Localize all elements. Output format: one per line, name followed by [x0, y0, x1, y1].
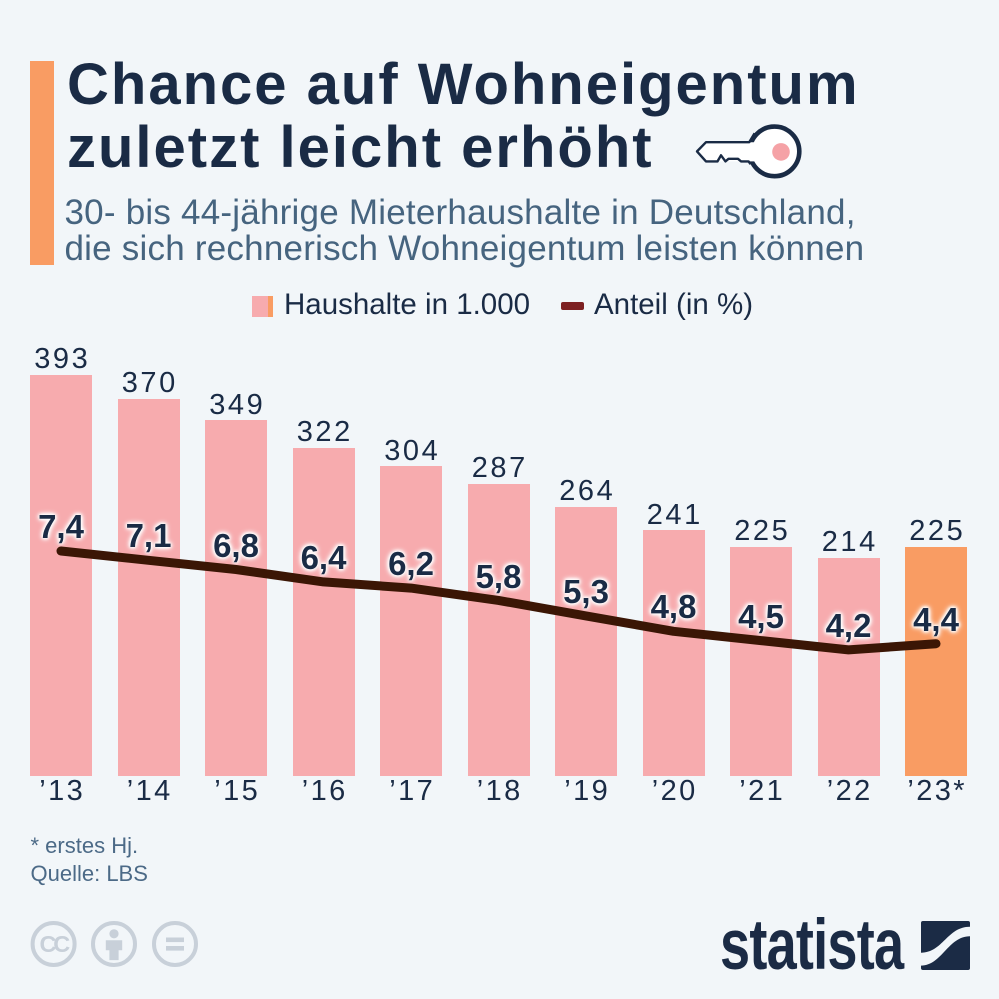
svg-text:CC: CC: [40, 931, 71, 957]
